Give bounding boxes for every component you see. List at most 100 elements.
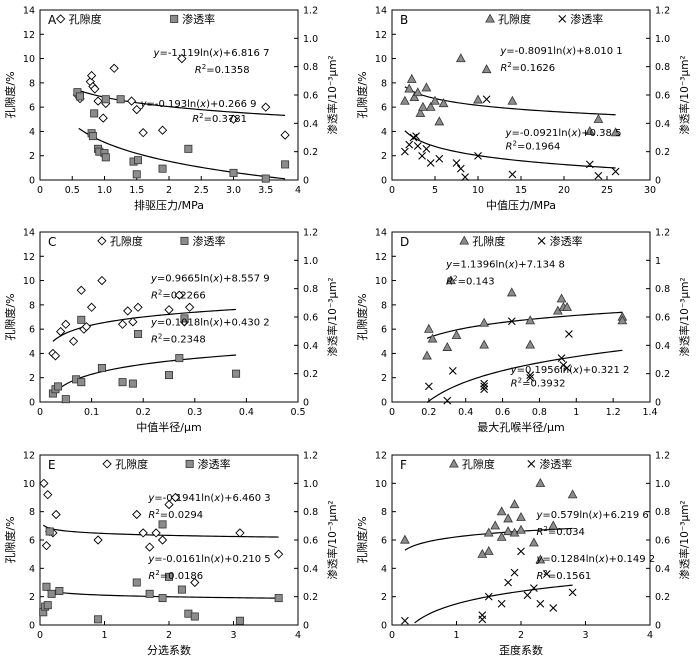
permeability-point — [118, 378, 127, 387]
permeability-point — [585, 160, 594, 169]
r2-superscript: 2 — [199, 112, 203, 120]
panel-E: 0 1 2 3 402468101200.20.40.60.81.01.2分选系数孔隙度… — [3, 451, 339, 658]
y2-tick-label: 0.2 — [655, 369, 670, 380]
y2-tick-label: 1.2 — [655, 451, 670, 462]
x-tick-label: 1.5 — [129, 185, 144, 196]
porosity-point — [548, 520, 559, 530]
y2-tick-label: 0 — [655, 398, 661, 409]
permeability-r2: R2=0.1964 — [506, 139, 561, 152]
porosity-point — [434, 116, 445, 126]
permeability-point — [235, 616, 244, 625]
porosity-point — [41, 541, 52, 551]
x-axis-title: 最大孔喉半径/μm — [477, 420, 564, 434]
y2-tick-label: 0.8 — [655, 284, 670, 295]
porosity-point — [535, 477, 546, 487]
legend-porosity-marker — [485, 13, 495, 23]
r2-value: =0.143 — [458, 277, 495, 288]
porosity-point — [415, 107, 426, 117]
x-tick-label: 0.1 — [84, 407, 99, 418]
y2-axis-title: 渗透率/10⁻³μm² — [678, 500, 691, 579]
eq-rest: )+0.210 5 — [220, 554, 270, 565]
r2-value: =0.0294 — [160, 510, 203, 521]
permeability-point — [177, 585, 186, 594]
legend-porosity-marker — [459, 235, 470, 245]
permeability-point — [401, 147, 409, 156]
panel-label: A — [48, 13, 57, 27]
porosity-point — [145, 542, 155, 552]
eq-coef: =-0.8091ln( — [506, 46, 566, 57]
permeability-point — [542, 570, 551, 578]
porosity-fit-curve — [78, 89, 286, 116]
legend-permeability-label: 渗透率 — [570, 12, 603, 26]
y-tick-label: 6 — [29, 536, 35, 547]
eq-coef: =-0.0921ln( — [511, 128, 571, 139]
permeability-point — [504, 578, 512, 587]
legend-porosity-label: 孔隙度 — [69, 12, 102, 26]
r2-superscript: 2 — [543, 525, 547, 533]
permeability-point — [77, 378, 86, 387]
permeability-point — [443, 396, 452, 405]
x-tick-label: 1.2 — [606, 407, 621, 418]
permeability-point — [134, 156, 143, 165]
porosity-point — [151, 528, 161, 538]
legend-permeability-label: 渗透率 — [550, 234, 583, 248]
porosity-point — [138, 128, 148, 138]
x-tick-label: 4 — [295, 185, 301, 196]
porosity-point — [438, 98, 449, 108]
y2-tick-label: 0 — [303, 398, 309, 409]
permeability-point — [409, 133, 418, 142]
permeability-point — [484, 592, 493, 601]
y2-tick-label: 1.0 — [303, 34, 318, 45]
porosity-point — [496, 531, 507, 541]
permeability-point — [88, 132, 97, 141]
x-tick-label: 15 — [515, 185, 527, 196]
permeability-point — [261, 174, 270, 183]
y2-tick-label: 0.4 — [655, 119, 670, 130]
y-tick-label: 4 — [29, 349, 35, 360]
y-axis-title: 孔隙度/% — [3, 516, 17, 563]
legend-porosity-marker — [56, 14, 66, 24]
permeability-equation: y=-0.0921ln(x)+0.38 5 — [505, 128, 622, 139]
panel-label: C — [48, 235, 56, 249]
x-tick-label: 1 — [101, 630, 107, 641]
permeability-point — [158, 164, 167, 173]
y-tick-label: 14 — [23, 228, 35, 239]
porosity-point — [404, 83, 415, 93]
y-tick-label: 12 — [23, 252, 35, 263]
permeability-point — [418, 152, 426, 160]
y-tick-label: 8 — [29, 507, 35, 518]
panel-A: 0 0.5 1.0 1.5 2 2.5 3.0 3.5 40246810121400.20.40… — [3, 6, 339, 213]
r2-letter: R — [536, 527, 543, 538]
porosity-point — [509, 499, 520, 509]
y2-tick-label: 0.4 — [655, 564, 670, 575]
r2-value: =0.0186 — [160, 571, 203, 582]
permeability-equation: y=-0.0161ln(x)+0.210 5 — [147, 554, 270, 565]
porosity-point — [86, 302, 97, 312]
porosity-point — [556, 293, 567, 303]
permeability-point — [497, 599, 506, 608]
porosity-point — [86, 70, 97, 81]
permeability-point — [47, 589, 56, 598]
porosity-point — [406, 73, 417, 83]
eq-y-var: y — [150, 318, 158, 329]
legend-porosity-marker — [102, 459, 112, 469]
porosity-point — [477, 548, 488, 558]
y-tick-label: 4 — [29, 564, 35, 575]
porosity-point — [170, 492, 181, 503]
porosity-point — [451, 329, 462, 339]
legend-permeability-marker — [527, 460, 536, 468]
permeability-point — [480, 385, 489, 394]
legend-porosity-marker — [449, 458, 459, 468]
porosity-equation: y=-0.8091ln(x)+8.010 1 — [499, 46, 622, 57]
y2-tick-label: 0.8 — [303, 507, 318, 518]
permeability-point — [128, 379, 137, 388]
porosity-point — [503, 513, 513, 523]
x-tick-label: 0.2 — [136, 407, 151, 418]
x-tick-label: 2.5 — [194, 185, 209, 196]
y2-tick-label: 1.0 — [303, 256, 318, 267]
legend-porosity-label: 孔隙度 — [498, 12, 531, 26]
porosity-point — [190, 577, 200, 588]
y2-tick-label: 0 — [303, 621, 309, 632]
r2-value: =0.3932 — [522, 379, 565, 390]
porosity-equation: y=-1.119ln(x)+6.816 7 — [153, 48, 270, 59]
